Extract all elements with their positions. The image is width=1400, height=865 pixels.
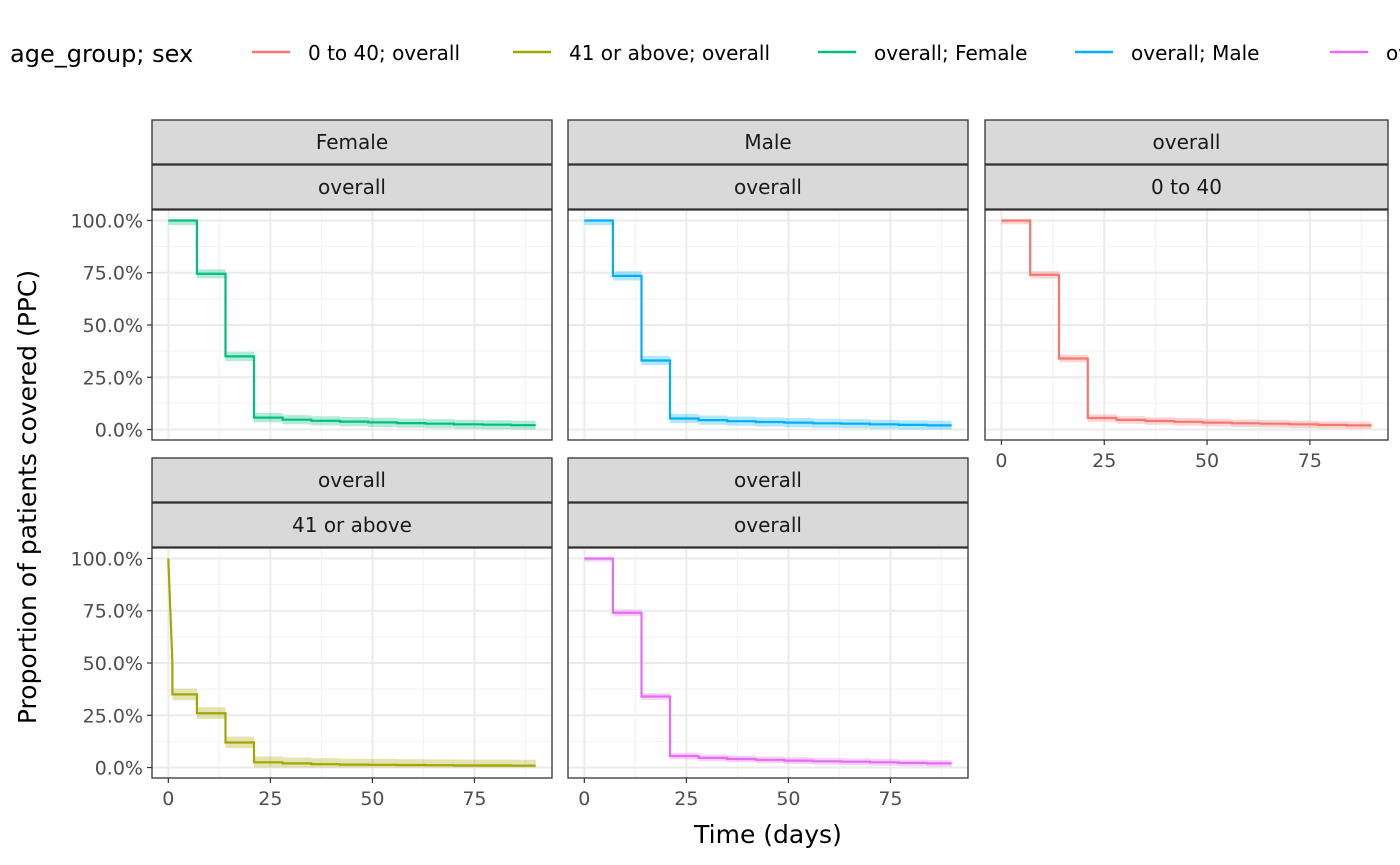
x-tick-label: 0 [995, 450, 1007, 472]
facet-panel: overall 41 or above 0.0% 25.0% 50.0% 75.0% 100… [71, 457, 553, 810]
facet-grid: Female overall 0.0% 25.0% 50.0% 75.0% 100.0% Ma… [71, 119, 1389, 810]
strip-label: 41 or above [292, 513, 412, 537]
panel-border [984, 209, 1389, 441]
strip-label: Male [744, 130, 791, 154]
facet-strip [984, 164, 1389, 210]
x-tick-label: 75 [462, 788, 486, 810]
facet-panel: Male overall [567, 119, 969, 441]
strip-label: 0 to 40 [1151, 175, 1222, 199]
facet-strip [567, 164, 969, 210]
legend-label: overall; Male [1131, 41, 1259, 65]
facet-panel: overall overall 0 25 50 75 [567, 457, 969, 810]
facet-strip [151, 502, 553, 548]
strip-label: overall [1153, 130, 1221, 154]
y-tick-label: 50.0% [83, 653, 143, 675]
facet-strip [151, 164, 553, 210]
y-tick-label: 100.0% [71, 210, 143, 232]
x-tick-label: 50 [360, 788, 384, 810]
y-axis-title: Proportion of patients covered (PPC) [13, 270, 42, 724]
legend-label: 0 to 40; overall [308, 41, 460, 65]
x-tick-label: 25 [674, 788, 698, 810]
y-tick-label: 100.0% [71, 548, 143, 570]
x-tick-label: 0 [578, 788, 590, 810]
facet-strip [567, 457, 969, 503]
legend-title: age_group; sex [10, 40, 193, 68]
facet-strip [567, 119, 969, 165]
series-line [584, 219, 952, 427]
series-line [168, 219, 536, 427]
y-tick-label: 0.0% [95, 420, 143, 442]
x-tick-label: 50 [776, 788, 800, 810]
y-tick-label: 25.0% [83, 705, 143, 727]
x-tick-label: 0 [162, 788, 174, 810]
strip-label: Female [316, 130, 388, 154]
x-tick-label: 75 [1298, 450, 1322, 472]
facet-strip [567, 502, 969, 548]
panel-border [567, 209, 969, 441]
legend-entry: overall; Female [818, 41, 1027, 65]
strip-label: overall [734, 468, 802, 492]
strip-label: overall [318, 468, 386, 492]
panel-border [567, 547, 969, 779]
y-tick-label: 75.0% [83, 263, 143, 285]
y-tick-label: 0.0% [95, 758, 143, 780]
strip-label: overall [734, 175, 802, 199]
legend-label: 41 or above; overall [569, 41, 770, 65]
y-tick-label: 50.0% [83, 315, 143, 337]
facet-strip [984, 119, 1389, 165]
series-line [1001, 219, 1372, 427]
facet-panel: overall 0 to 40 0 25 50 75 [984, 119, 1389, 472]
legend-label: overall; overall [1386, 41, 1400, 65]
legend-label: overall; Female [874, 41, 1027, 65]
legend-entry: overall; overall [1330, 41, 1400, 65]
series-line [584, 557, 952, 765]
legend: 0 to 40; overall 41 or above; overall over… [252, 41, 1400, 65]
series-line [167, 558, 536, 767]
x-tick-label: 75 [878, 788, 902, 810]
legend-entry: overall; Male [1075, 41, 1259, 65]
x-axis-title: Time (days) [693, 820, 842, 849]
facet-strip [151, 119, 553, 165]
y-tick-label: 25.0% [83, 367, 143, 389]
legend-entry: 41 or above; overall [513, 41, 770, 65]
legend-entry: 0 to 40; overall [252, 41, 460, 65]
x-tick-label: 25 [1092, 450, 1116, 472]
x-tick-label: 50 [1195, 450, 1219, 472]
y-tick-label: 75.0% [83, 601, 143, 623]
x-tick-label: 25 [258, 788, 282, 810]
strip-label: overall [734, 513, 802, 537]
facet-strip [151, 457, 553, 503]
facet-panel: Female overall 0.0% 25.0% 50.0% 75.0% 100.0% [71, 119, 553, 442]
strip-label: overall [318, 175, 386, 199]
